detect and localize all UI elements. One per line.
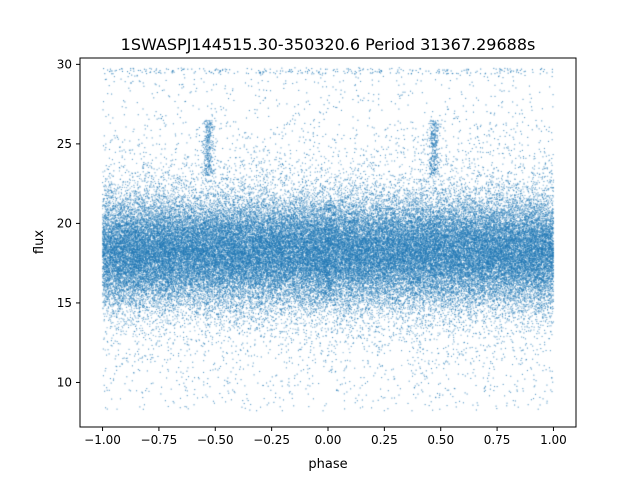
- x-tick-label: 0.50: [427, 433, 454, 447]
- y-tick-label: 15: [57, 296, 72, 310]
- x-tick-label: 0.75: [484, 433, 511, 447]
- y-tick-label: 25: [57, 137, 72, 151]
- x-tick-label: −0.75: [141, 433, 178, 447]
- x-tick-label: −1.00: [84, 433, 121, 447]
- x-tick-label: −0.25: [253, 433, 290, 447]
- chart-title: 1SWASPJ144515.30-350320.6 Period 31367.2…: [121, 35, 536, 54]
- x-tick-label: −0.50: [197, 433, 234, 447]
- x-axis-label: phase: [308, 457, 347, 472]
- y-tick-label: 10: [57, 375, 72, 389]
- y-tick-label: 30: [57, 57, 72, 71]
- y-tick-label: 20: [57, 216, 72, 230]
- x-tick-label: 1.00: [540, 433, 567, 447]
- x-tick-label: 0.00: [315, 433, 342, 447]
- y-axis-label: flux: [32, 230, 47, 254]
- x-tick-label: 0.25: [371, 433, 398, 447]
